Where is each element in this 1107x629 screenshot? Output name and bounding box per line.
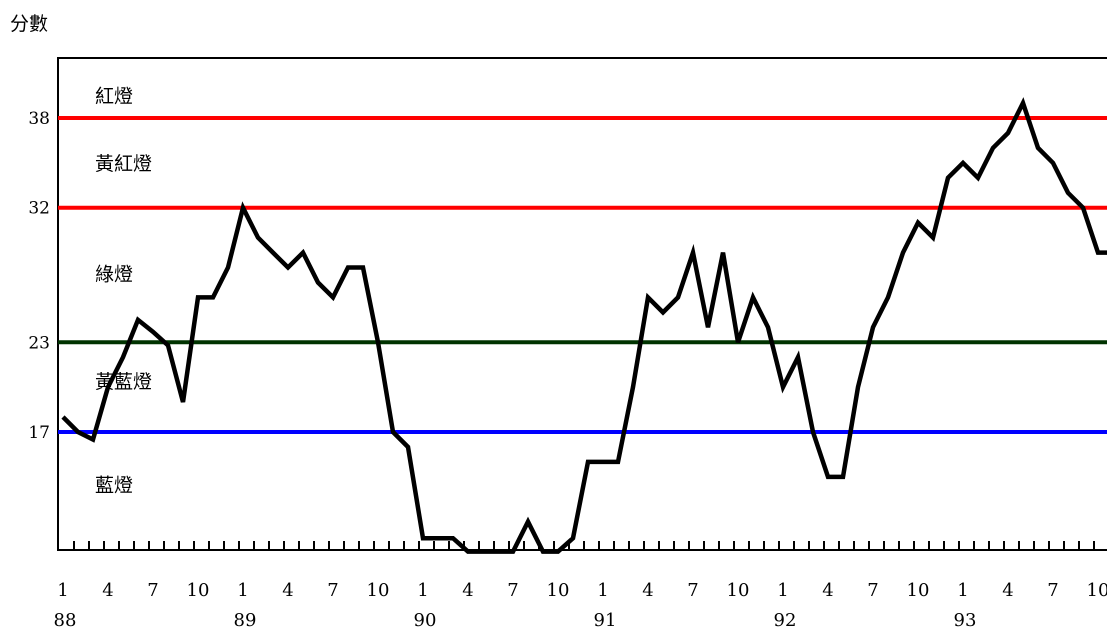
y-tick-labels: 38 32 23 17: [28, 109, 50, 443]
x-tick-label: 10: [367, 580, 390, 601]
y-axis-label: 分數: [10, 13, 48, 35]
x-tick-label: 10: [1087, 580, 1107, 601]
x-tick-label: 7: [1047, 580, 1058, 601]
x-tick-label: 1: [957, 580, 968, 601]
y-tick-label: 38: [28, 109, 50, 129]
x-tick-labels: 1 4 7 10 1 4 7 10 1 4 7 10 1 4 7 10 1 4 7 10 1 4 7 10: [57, 580, 1107, 601]
year-labels: 88 89 90 91 92 93: [54, 610, 977, 629]
x-tick-marks: [73, 541, 1095, 550]
x-tick-label: 1: [417, 580, 428, 601]
zone-label: 綠燈: [95, 264, 133, 286]
year-label: 90: [414, 610, 437, 629]
year-label: 93: [954, 610, 977, 629]
y-tick-label: 17: [28, 423, 50, 443]
x-tick-label: 7: [147, 580, 158, 601]
threshold-lines: [58, 116, 1107, 434]
x-tick-label: 4: [822, 580, 833, 601]
x-tick-label: 1: [57, 580, 68, 601]
year-label: 88: [54, 610, 77, 629]
year-label: 92: [774, 610, 797, 629]
x-tick-label: 7: [867, 580, 878, 601]
year-label: 89: [234, 610, 257, 629]
zone-label: 黃藍燈: [95, 371, 152, 393]
zone-label: 黃紅燈: [95, 153, 152, 175]
x-tick-label: 10: [727, 580, 750, 601]
x-tick-label: 4: [1002, 580, 1013, 601]
x-tick-label: 7: [687, 580, 698, 601]
x-tick-label: 10: [907, 580, 930, 601]
year-label: 91: [594, 610, 617, 629]
x-tick-label: 4: [462, 580, 473, 601]
x-tick-label: 7: [327, 580, 338, 601]
y-tick-label: 32: [28, 199, 50, 219]
zone-label: 紅燈: [95, 86, 133, 108]
x-tick-label: 4: [102, 580, 113, 601]
y-tick-label: 23: [28, 333, 50, 353]
zone-label: 藍燈: [95, 474, 133, 496]
series-line: [61, 97, 1107, 554]
plot-frame: [57, 57, 1107, 551]
x-tick-label: 1: [777, 580, 788, 601]
x-tick-label: 7: [507, 580, 518, 601]
x-tick-label: 10: [187, 580, 210, 601]
x-tick-label: 4: [642, 580, 653, 601]
x-tick-label: 1: [237, 580, 248, 601]
x-tick-label: 10: [547, 580, 570, 601]
x-tick-label: 1: [597, 580, 608, 601]
x-tick-label: 4: [282, 580, 293, 601]
